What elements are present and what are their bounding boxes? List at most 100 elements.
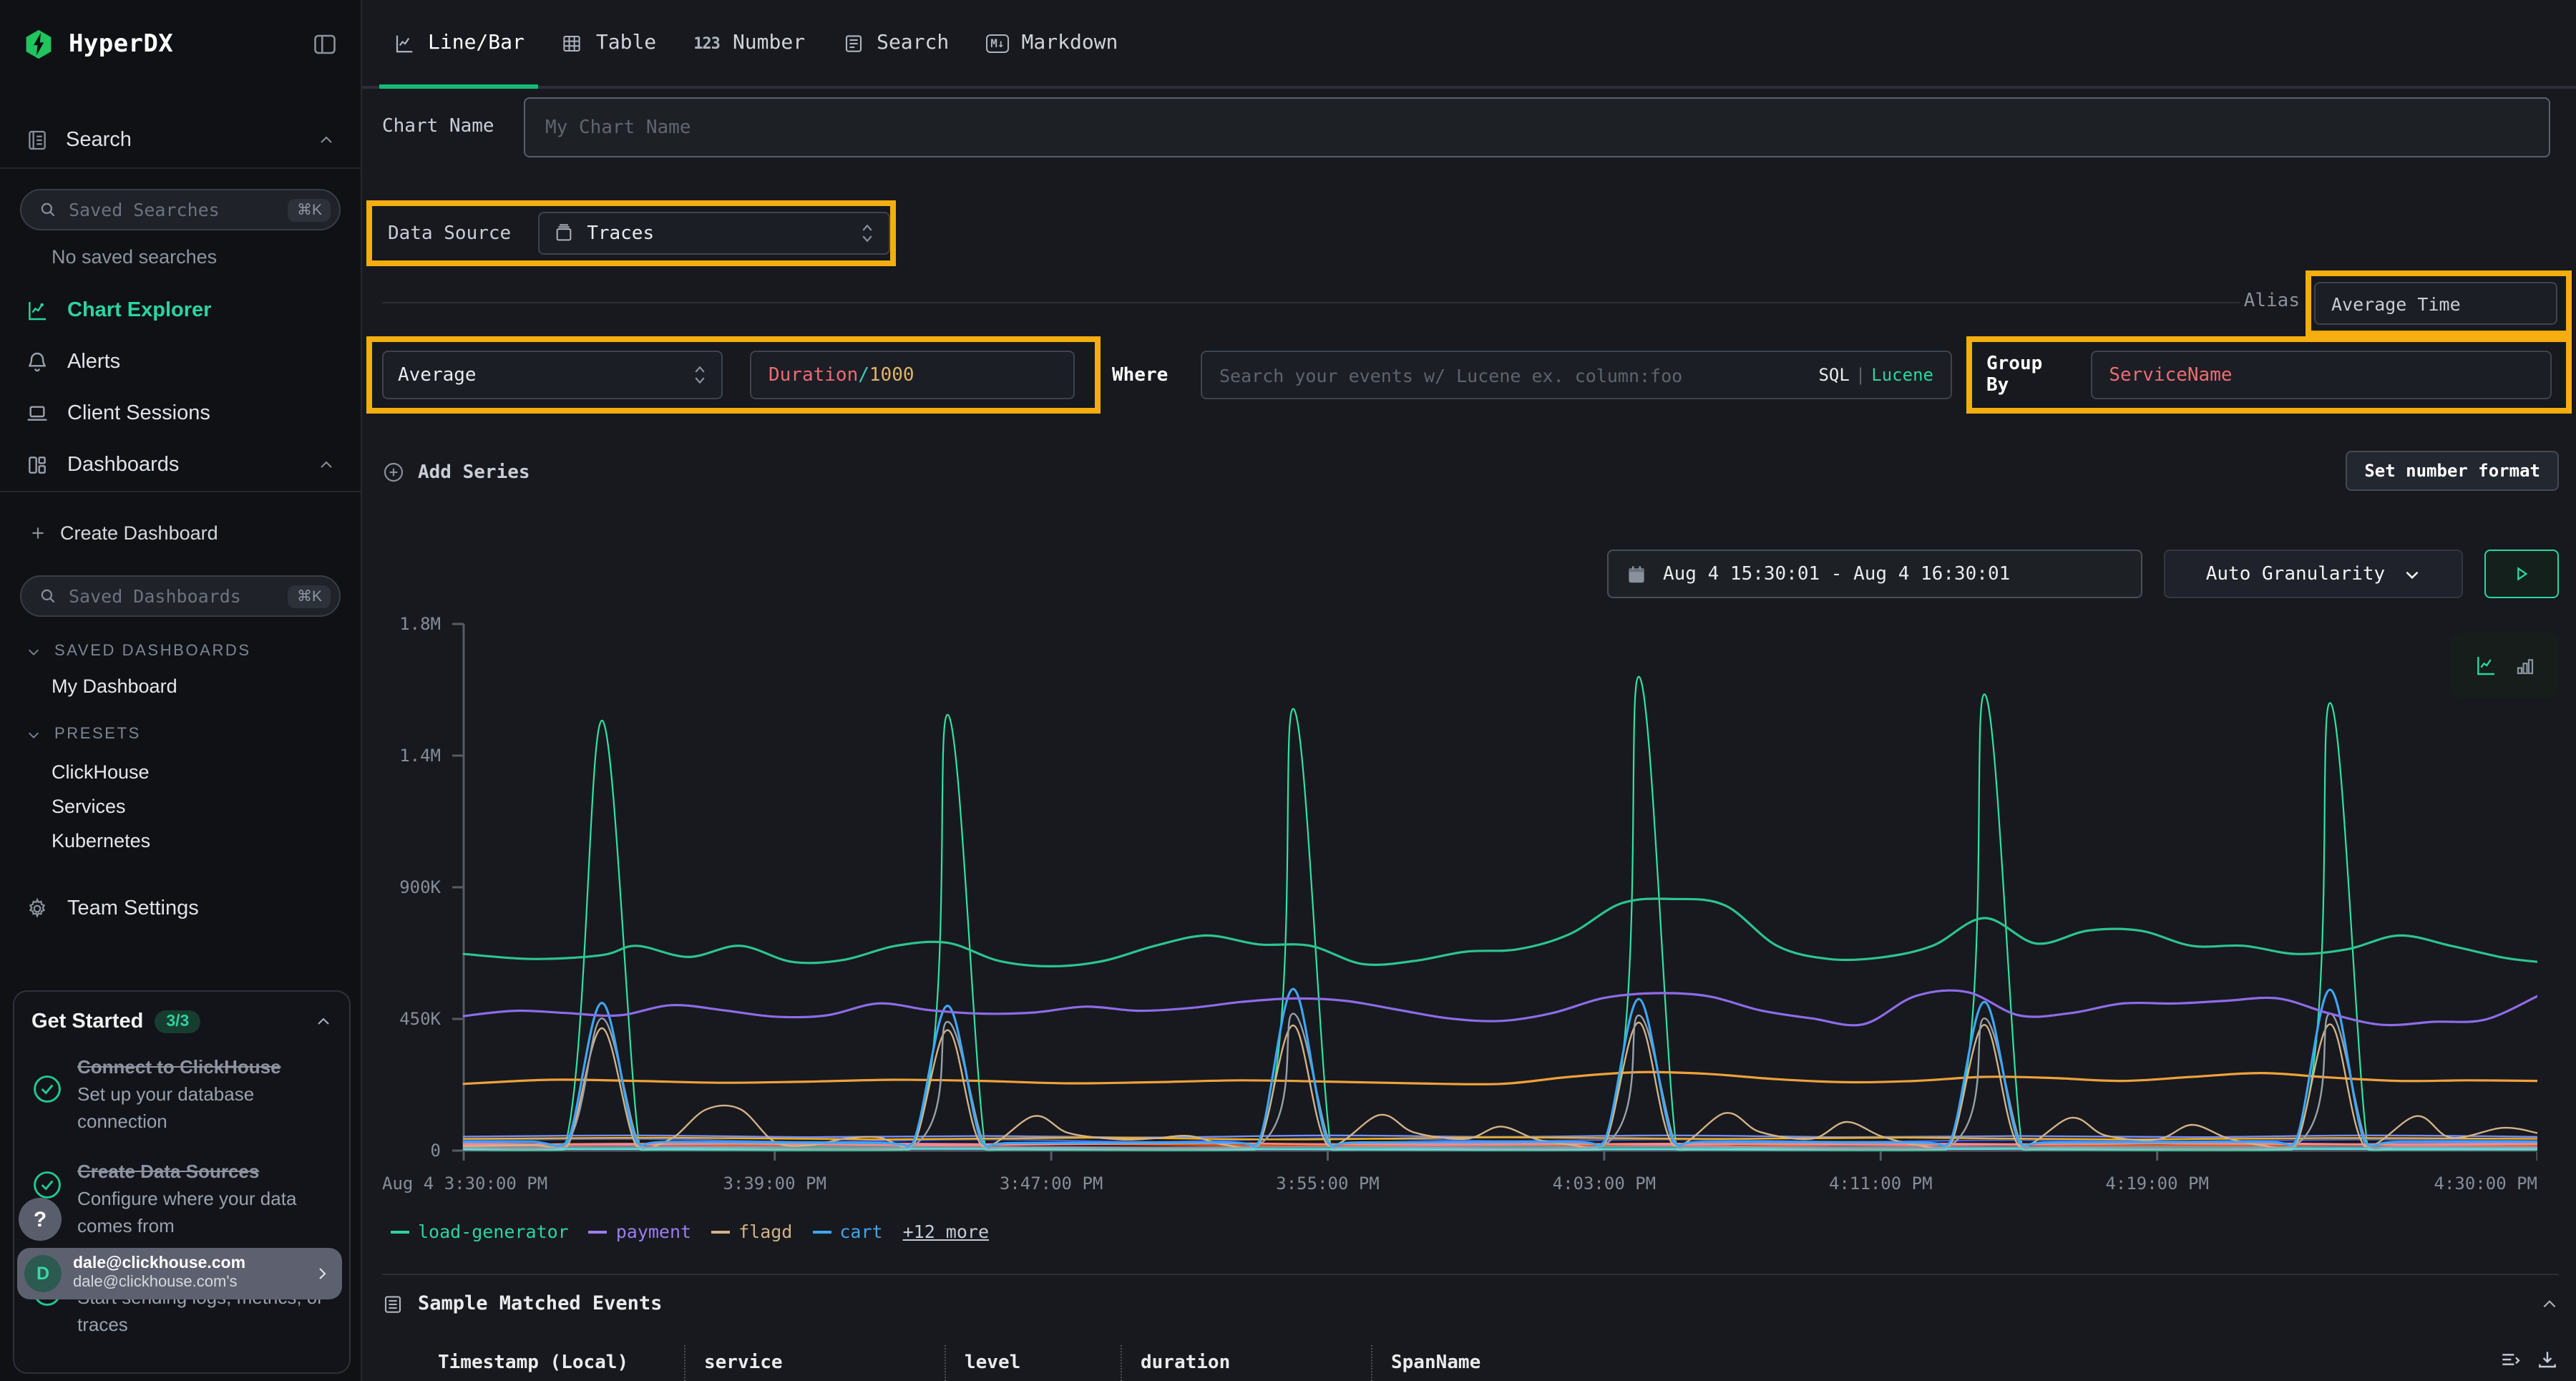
get-started-step-2[interactable]: Create Data Sources Configure where your… (31, 1158, 332, 1239)
sidebar-item-services[interactable]: Services (0, 789, 361, 823)
chevron-up-icon[interactable] (315, 1013, 332, 1030)
sidebar-item-chart-explorer[interactable]: Chart Explorer (0, 285, 361, 336)
group-label-text: PRESETS (54, 726, 141, 743)
presets-group-label[interactable]: PRESETS (26, 723, 361, 746)
y-axis-tick: 1.8M (382, 614, 441, 634)
sql-option[interactable]: SQL (1818, 365, 1849, 385)
tab-markdown[interactable]: M↓ Markdown (967, 0, 1136, 86)
tab-table[interactable]: Table (543, 0, 675, 86)
data-source-highlight: Data Source Traces (366, 200, 896, 266)
step-desc: Set up your database connection (77, 1080, 332, 1135)
saved-dashboards-input[interactable]: ⌘K (20, 575, 341, 617)
step-desc: Configure where your data comes from (77, 1185, 332, 1239)
sample-events-title: Sample Matched Events (418, 1292, 662, 1315)
chevron-up-icon[interactable] (2540, 1294, 2559, 1313)
chart-canvas[interactable] (452, 615, 2537, 1165)
sidebar-item-my-dashboard[interactable]: My Dashboard (0, 671, 361, 700)
logo-row: HyperDX (0, 0, 361, 89)
package-icon (554, 223, 574, 243)
saved-searches-field[interactable] (69, 199, 288, 220)
alias-divider (382, 302, 2240, 303)
create-dashboard-button[interactable]: Create Dashboard (0, 512, 361, 552)
column-header-service[interactable]: service (684, 1345, 945, 1381)
sidebar-item-label: Chart Explorer (67, 299, 211, 322)
row-density-icon[interactable] (2499, 1348, 2522, 1371)
sidebar-item-client-sessions[interactable]: Client Sessions (0, 388, 361, 439)
legend-label: load-generator (418, 1221, 569, 1242)
add-series-label: Add Series (418, 462, 530, 483)
legend-item-cart[interactable]: cart (812, 1221, 882, 1242)
tab-search[interactable]: Search (824, 0, 967, 86)
chart-plot[interactable]: 1.8M1.4M900K450K0 Aug 4 3:30:00 PM3:39:0… (382, 615, 2559, 1205)
chart-type-tabs: Line/Bar Table 123 Number Search M↓ Ma (362, 0, 2576, 89)
chevron-down-icon (26, 726, 42, 742)
search-icon (39, 200, 57, 219)
chevron-down-icon (26, 643, 42, 659)
set-number-format-button[interactable]: Set number format (2346, 451, 2559, 491)
tab-line-bar[interactable]: Line/Bar (375, 0, 543, 86)
aggregation-value: Average (398, 364, 477, 386)
column-header-spanname[interactable]: SpanName (1371, 1345, 2559, 1381)
alias-input[interactable]: Average Time (2314, 282, 2557, 325)
sidebar-section-search[interactable]: Search (0, 112, 361, 169)
saved-searches-input[interactable]: ⌘K (20, 189, 341, 230)
aggregation-select[interactable]: Average (382, 351, 723, 399)
sidebar-item-dashboards[interactable]: Dashboards (0, 439, 361, 491)
bar-chart-toggle-icon[interactable] (2514, 655, 2535, 676)
sidebar: HyperDX Search ⌘K No saved searches (0, 0, 362, 1381)
saved-dashboards-field[interactable] (69, 585, 288, 607)
app-title: HyperDX (69, 30, 173, 59)
column-header-timestamp-local-[interactable]: Timestamp (Local) (419, 1345, 684, 1381)
lucene-option[interactable]: Lucene (1871, 365, 1933, 385)
granularity-select[interactable]: Auto Granularity (2164, 550, 2463, 598)
sample-events-header[interactable]: Sample Matched Events (382, 1288, 2559, 1319)
step-title: Create Data Sources (77, 1158, 332, 1185)
toggle-divider: | (1850, 365, 1871, 385)
line-chart-toggle-icon[interactable] (2474, 654, 2497, 677)
tab-label: Markdown (1022, 31, 1118, 54)
select-updown-icon (860, 223, 874, 243)
download-icon[interactable] (2536, 1348, 2559, 1371)
sidebar-item-kubernetes[interactable]: Kubernetes (0, 823, 361, 857)
time-range-input[interactable]: Aug 4 15:30:01 - Aug 4 16:30:01 (1607, 550, 2142, 598)
help-button[interactable]: ? (19, 1198, 62, 1241)
expression-input[interactable]: Duration/1000 (750, 351, 1075, 399)
avatar: D (24, 1255, 62, 1292)
select-updown-icon (693, 365, 707, 385)
line-chart-icon (394, 32, 415, 54)
plus-icon (29, 523, 47, 542)
saved-dashboards-group-label[interactable]: SAVED DASHBOARDS (26, 640, 361, 663)
column-header-level[interactable]: level (945, 1345, 1121, 1381)
user-menu[interactable]: D dale@clickhouse.com dale@clickhouse.co… (17, 1248, 342, 1299)
legend-more-link[interactable]: +12 more (903, 1221, 989, 1242)
group-by-input[interactable]: ServiceName (2090, 351, 2552, 399)
main-content: Line/Bar Table 123 Number Search M↓ Ma (362, 0, 2576, 1381)
add-series-button[interactable]: Add Series (382, 451, 530, 494)
sidebar-item-clickhouse[interactable]: ClickHouse (0, 754, 361, 789)
section-divider (382, 1274, 2559, 1275)
calendar-icon (1626, 563, 1647, 585)
where-input[interactable]: SQL|Lucene (1201, 351, 1952, 399)
granularity-value: Auto Granularity (2206, 563, 2385, 585)
aggregation-highlight: Average Duration/1000 (366, 336, 1101, 414)
group-by-highlight: Group By ServiceName (1966, 336, 2572, 414)
legend-item-load-generator[interactable]: load-generator (391, 1221, 569, 1242)
tab-label: Number (733, 31, 805, 54)
chevron-down-icon (2402, 565, 2421, 583)
preset-name: Kubernetes (52, 829, 150, 851)
sidebar-item-team-settings[interactable]: Team Settings (0, 883, 361, 935)
column-header-duration[interactable]: duration (1121, 1345, 1371, 1381)
query-language-toggle[interactable]: SQL|Lucene (1818, 365, 1933, 385)
tab-number[interactable]: 123 Number (675, 0, 824, 86)
get-started-progress-badge: 3/3 (155, 1010, 200, 1033)
sidebar-item-alerts[interactable]: Alerts (0, 336, 361, 388)
legend-item-payment[interactable]: payment (589, 1221, 691, 1242)
collapse-sidebar-icon[interactable] (312, 31, 338, 57)
where-field[interactable] (1219, 364, 1807, 386)
app-window: HyperDX Search ⌘K No saved searches (0, 0, 2576, 1381)
legend-item-flagd[interactable]: flagd (711, 1221, 792, 1242)
chart-name-input[interactable] (524, 97, 2550, 157)
data-source-select[interactable]: Traces (538, 212, 890, 255)
run-query-button[interactable] (2484, 550, 2559, 598)
get-started-step-1[interactable]: Connect to ClickHouse Set up your databa… (31, 1053, 332, 1135)
